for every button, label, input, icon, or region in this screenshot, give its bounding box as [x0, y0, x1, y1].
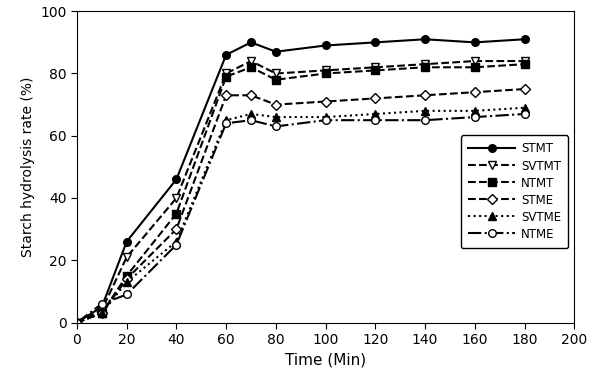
SVTME: [422, 109, 429, 113]
Line: STMT: STMT: [73, 36, 528, 326]
SVTMT: [372, 65, 379, 69]
NTME: [173, 243, 180, 247]
STMT: [98, 304, 105, 309]
NTME: [422, 118, 429, 122]
SVTME: [73, 320, 81, 325]
SVTMT: [471, 59, 478, 63]
SVTMT: [98, 308, 105, 312]
SVTMT: [521, 59, 528, 63]
STME: [73, 320, 81, 325]
STME: [521, 87, 528, 91]
NTMT: [272, 78, 279, 82]
STMT: [272, 50, 279, 54]
SVTMT: [247, 59, 255, 63]
Y-axis label: Starch hydrolysis rate (%): Starch hydrolysis rate (%): [21, 77, 34, 257]
Line: SVTME: SVTME: [73, 104, 528, 326]
SVTME: [322, 115, 329, 119]
STME: [173, 227, 180, 231]
STMT: [247, 40, 255, 45]
NTME: [372, 118, 379, 122]
NTMT: [322, 71, 329, 76]
NTME: [521, 112, 528, 116]
STME: [247, 93, 255, 98]
Legend: STMT, SVTMT, NTMT, STME, SVTME, NTME: STMT, SVTMT, NTMT, STME, SVTME, NTME: [461, 135, 568, 248]
SVTME: [247, 112, 255, 116]
NTME: [272, 124, 279, 129]
NTMT: [173, 211, 180, 216]
SVTMT: [123, 255, 130, 260]
SVTME: [372, 112, 379, 116]
STMT: [73, 320, 81, 325]
STME: [422, 93, 429, 98]
NTME: [471, 115, 478, 119]
STME: [372, 96, 379, 100]
NTME: [73, 320, 81, 325]
STMT: [223, 53, 230, 57]
STMT: [471, 40, 478, 45]
STMT: [521, 37, 528, 42]
SVTMT: [73, 320, 81, 325]
SVTMT: [223, 71, 230, 76]
STME: [272, 102, 279, 107]
SVTME: [173, 239, 180, 244]
NTMT: [422, 65, 429, 69]
STMT: [173, 177, 180, 182]
NTMT: [73, 320, 81, 325]
NTMT: [471, 65, 478, 69]
NTME: [98, 302, 105, 306]
NTME: [223, 121, 230, 126]
NTME: [247, 118, 255, 122]
NTMT: [223, 74, 230, 79]
Line: SVTMT: SVTMT: [73, 57, 528, 326]
Line: NTME: NTME: [73, 110, 528, 326]
STME: [322, 99, 329, 104]
STME: [123, 277, 130, 281]
SVTME: [272, 115, 279, 119]
STME: [223, 93, 230, 98]
NTMT: [521, 62, 528, 66]
SVTME: [223, 118, 230, 122]
SVTME: [98, 311, 105, 315]
STME: [471, 90, 478, 94]
SVTMT: [173, 196, 180, 200]
SVTME: [521, 105, 528, 110]
NTMT: [98, 311, 105, 315]
X-axis label: Time (Min): Time (Min): [285, 352, 366, 368]
STMT: [422, 37, 429, 42]
NTME: [322, 118, 329, 122]
STMT: [372, 40, 379, 45]
SVTMT: [422, 62, 429, 66]
Line: NTMT: NTMT: [73, 60, 528, 326]
NTMT: [123, 274, 130, 278]
SVTME: [471, 109, 478, 113]
Line: STME: STME: [73, 86, 528, 326]
SVTME: [123, 280, 130, 284]
STME: [98, 311, 105, 315]
NTMT: [247, 65, 255, 69]
NTME: [123, 292, 130, 297]
STMT: [322, 43, 329, 48]
NTMT: [372, 68, 379, 73]
STMT: [123, 239, 130, 244]
SVTMT: [272, 71, 279, 76]
SVTMT: [322, 68, 329, 73]
